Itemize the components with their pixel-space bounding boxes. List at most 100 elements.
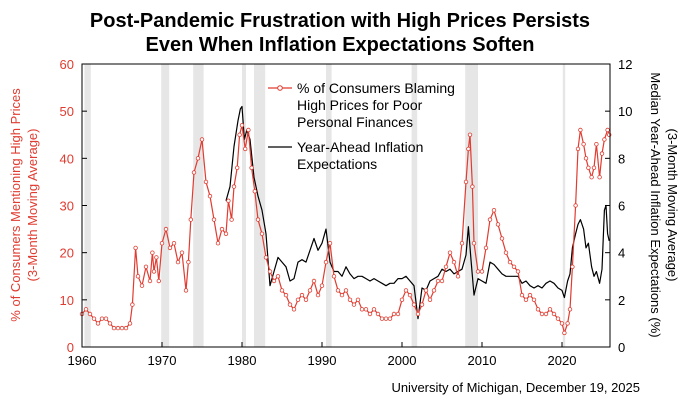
data-point-high-prices-98 (443, 264, 449, 269)
data-point-high-prices-102 (459, 240, 465, 246)
data-point-high-prices-61 (295, 297, 301, 302)
recession-band-1 (161, 64, 170, 347)
data-point-high-prices-54 (267, 269, 273, 274)
data-point-high-prices-110 (483, 245, 489, 251)
data-point-high-prices-100 (451, 259, 457, 265)
series-line-inflation-expectations (225, 105, 610, 320)
data-point-high-prices-26 (171, 240, 177, 246)
data-point-high-prices-73 (343, 288, 349, 293)
chart-subtitle: Even When Inflation Expectations Soften (145, 34, 535, 56)
data-point-high-prices-89 (407, 292, 413, 298)
data-point-high-prices-9 (115, 325, 121, 331)
recession-band-4 (254, 64, 266, 347)
data-point-high-prices-70 (331, 274, 337, 279)
data-point-high-prices-66 (315, 292, 321, 298)
data-point-high-prices-20 (151, 269, 157, 274)
legend-label-high-prices-3: Personal Finances (297, 114, 413, 130)
data-point-high-prices-91 (415, 311, 421, 317)
data-point-high-prices-112 (491, 207, 497, 213)
data-point-high-prices-124 (539, 311, 545, 317)
data-point-high-prices-72 (339, 292, 345, 298)
data-point-high-prices-14 (133, 245, 138, 251)
x-tick-label-1990: 1990 (308, 353, 337, 368)
data-point-high-prices-39 (219, 226, 225, 232)
data-point-high-prices-84 (387, 316, 393, 321)
data-point-high-prices-133 (570, 264, 575, 269)
data-point-high-prices-29 (183, 288, 189, 293)
y-right-tick-label-12: 12 (618, 57, 632, 72)
legend-entry-inflation-expectations: Year-Ahead Inflation Expectations (268, 139, 423, 172)
data-point-high-prices-139 (586, 165, 591, 170)
data-point-high-prices-32 (191, 170, 197, 175)
data-point-high-prices-96 (435, 278, 441, 284)
data-point-high-prices-137 (581, 141, 586, 147)
y-right-tick-label-4: 4 (618, 246, 625, 261)
y-right-tick-label-2: 2 (618, 293, 625, 308)
data-point-high-prices-106 (470, 184, 475, 189)
data-point-high-prices-11 (123, 325, 129, 331)
x-tick-label-1980: 1980 (228, 353, 257, 368)
data-point-high-prices-113 (495, 222, 501, 227)
legend: % of Consumers Blaming High Prices for P… (268, 80, 455, 172)
data-point-high-prices-81 (375, 311, 381, 317)
y-right-tick-label-8: 8 (618, 151, 625, 166)
data-point-high-prices-52 (259, 231, 265, 236)
data-point-high-prices-92 (419, 302, 425, 307)
data-point-high-prices-58 (283, 292, 289, 298)
data-point-high-prices-140 (589, 174, 594, 180)
data-point-high-prices-48 (246, 127, 251, 133)
data-point-high-prices-57 (279, 288, 285, 293)
data-point-high-prices-51 (255, 217, 261, 222)
x-tick-label-2000: 2000 (388, 353, 417, 368)
data-point-high-prices-18 (147, 278, 153, 284)
data-point-high-prices-55 (271, 278, 277, 284)
data-point-high-prices-114 (499, 236, 505, 241)
data-point-high-prices-69 (327, 240, 333, 246)
data-point-high-prices-22 (156, 278, 161, 284)
data-point-high-prices-45 (237, 132, 242, 137)
data-point-high-prices-103 (463, 179, 469, 185)
data-point-high-prices-53 (263, 255, 269, 260)
recession-band-6 (411, 64, 418, 347)
data-point-high-prices-65 (311, 278, 317, 284)
recession-band-3 (242, 64, 246, 347)
data-point-high-prices-12 (127, 321, 133, 326)
data-point-high-prices-108 (475, 269, 481, 274)
legend-marker-high-prices (277, 85, 283, 91)
data-point-high-prices-135 (575, 146, 581, 152)
data-point-high-prices-38 (215, 240, 221, 246)
data-point-high-prices-80 (371, 307, 377, 312)
data-point-high-prices-27 (175, 259, 181, 265)
data-point-high-prices-60 (291, 307, 297, 312)
data-point-high-prices-17 (143, 264, 149, 269)
y-axis-left-label: % of Consumers Mentioning High Prices (8, 88, 23, 322)
data-point-high-prices-16 (139, 283, 145, 288)
data-point-high-prices-43 (231, 184, 237, 189)
data-point-high-prices-64 (307, 288, 313, 293)
data-point-high-prices-145 (602, 137, 607, 142)
data-point-high-prices-127 (551, 311, 557, 317)
recession-band-0 (84, 64, 91, 347)
data-point-high-prices-95 (431, 288, 437, 293)
data-point-high-prices-68 (323, 259, 329, 265)
y-right-tick-label-10: 10 (618, 104, 632, 119)
y-left-tick-label-60: 60 (60, 57, 74, 72)
data-point-high-prices-82 (379, 316, 385, 321)
data-point-high-prices-88 (403, 288, 409, 293)
recession-band-5 (326, 64, 332, 347)
data-point-high-prices-116 (507, 259, 513, 265)
data-point-high-prices-77 (359, 307, 365, 312)
data-point-high-prices-2 (87, 311, 93, 317)
legend-label-high-prices-2: High Prices for Poor (297, 97, 423, 113)
data-point-high-prices-107 (471, 240, 477, 246)
data-point-high-prices-115 (503, 250, 509, 255)
data-point-high-prices-123 (535, 307, 541, 312)
data-point-high-prices-4 (95, 321, 101, 326)
series-layer (79, 105, 612, 336)
data-point-high-prices-126 (547, 307, 553, 312)
recession-band-8 (562, 64, 566, 347)
y-left-tick-label-30: 30 (60, 199, 74, 214)
data-point-high-prices-122 (531, 297, 537, 302)
data-point-high-prices-63 (303, 297, 309, 302)
